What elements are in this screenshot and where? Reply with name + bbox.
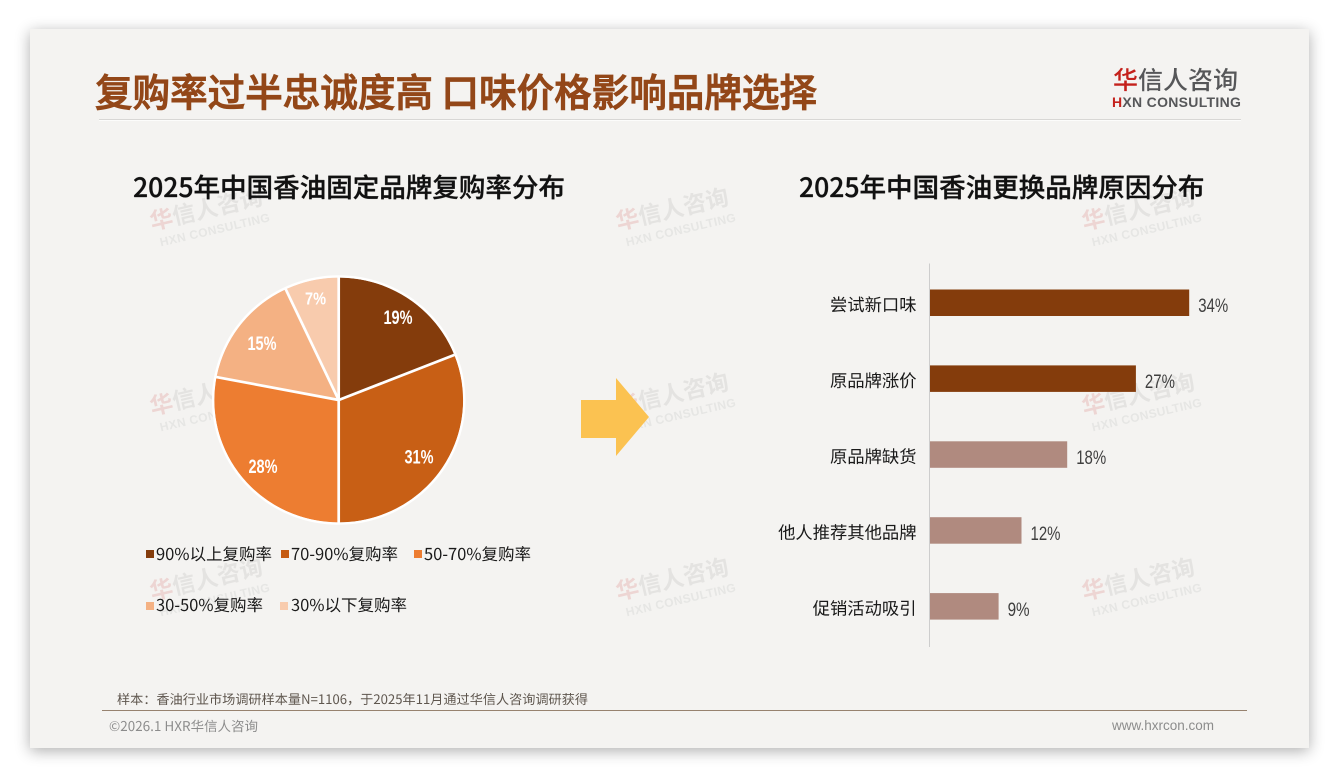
svg-text:28%: 28% <box>249 457 278 478</box>
svg-text:18%: 18% <box>1076 447 1106 469</box>
svg-text:15%: 15% <box>248 334 277 355</box>
svg-text:12%: 12% <box>1031 523 1061 545</box>
svg-text:9%: 9% <box>1008 599 1030 621</box>
svg-text:34%: 34% <box>1198 295 1228 317</box>
svg-text:27%: 27% <box>1145 371 1175 393</box>
svg-text:19%: 19% <box>384 308 413 329</box>
svg-text:7%: 7% <box>305 288 326 308</box>
svg-text:31%: 31% <box>405 447 434 468</box>
